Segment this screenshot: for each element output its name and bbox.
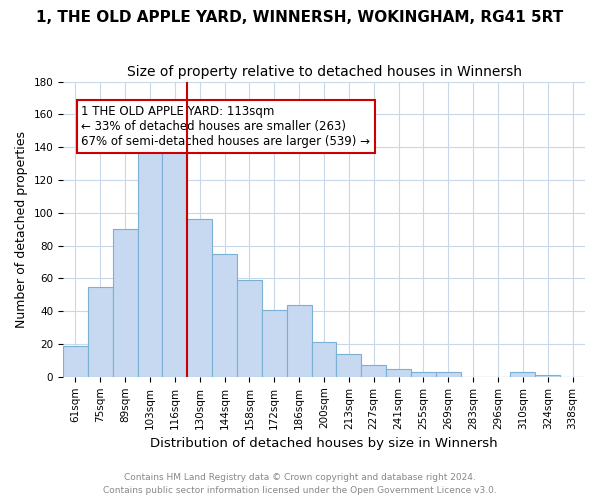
Bar [113,229,137,377]
Text: 1, THE OLD APPLE YARD, WINNERSH, WOKINGHAM, RG41 5RT: 1, THE OLD APPLE YARD, WINNERSH, WOKINGH… [37,10,563,25]
Bar [436,372,461,377]
Bar [361,366,386,377]
Bar [311,342,337,377]
Title: Size of property relative to detached houses in Winnersh: Size of property relative to detached ho… [127,65,521,79]
Bar [337,354,361,377]
Y-axis label: Number of detached properties: Number of detached properties [15,130,28,328]
Bar [137,147,163,377]
Bar [262,310,287,377]
Bar [163,144,187,377]
Text: 1 THE OLD APPLE YARD: 113sqm
← 33% of detached houses are smaller (263)
67% of s: 1 THE OLD APPLE YARD: 113sqm ← 33% of de… [81,105,370,148]
Bar [511,372,535,377]
Bar [411,372,436,377]
Bar [88,286,113,377]
Bar [386,368,411,377]
X-axis label: Distribution of detached houses by size in Winnersh: Distribution of detached houses by size … [150,437,498,450]
Bar [535,375,560,377]
Bar [187,220,212,377]
Text: Contains HM Land Registry data © Crown copyright and database right 2024.
Contai: Contains HM Land Registry data © Crown c… [103,474,497,495]
Bar [212,254,237,377]
Bar [237,280,262,377]
Bar [287,304,311,377]
Bar [63,346,88,377]
